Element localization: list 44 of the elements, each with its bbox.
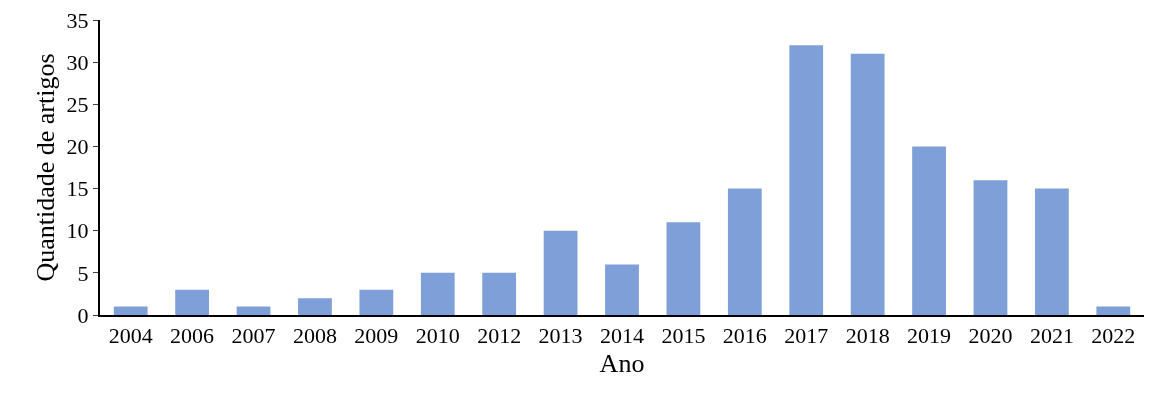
bar <box>359 289 394 315</box>
y-tick-label: 30 <box>66 49 89 75</box>
bar <box>175 289 210 315</box>
y-tick-label: 0 <box>77 302 89 328</box>
bar <box>1096 306 1131 315</box>
y-tick-label: 5 <box>77 260 89 286</box>
x-tick-label: 2019 <box>907 323 952 349</box>
bar <box>727 188 762 315</box>
x-tick-label: 2009 <box>354 323 399 349</box>
bar <box>236 306 271 315</box>
x-tick-label: 2016 <box>722 323 767 349</box>
y-tick-label: 15 <box>66 176 89 202</box>
bar <box>113 306 148 315</box>
x-tick-label: 2017 <box>784 323 829 349</box>
y-axis-title: Quantidade de artigos <box>31 53 61 282</box>
x-tick-label: 2020 <box>968 323 1013 349</box>
bar <box>789 45 824 315</box>
y-tick-label: 10 <box>66 218 89 244</box>
x-tick-label: 2018 <box>845 323 890 349</box>
bar <box>482 272 517 315</box>
x-tick-label: 2007 <box>231 323 276 349</box>
bar <box>1034 188 1069 315</box>
bar <box>543 230 578 315</box>
x-axis-title: Ano <box>599 348 645 378</box>
x-tick-label: 2014 <box>600 323 644 349</box>
bar <box>605 264 639 315</box>
x-tick-label: 2012 <box>477 323 522 349</box>
x-tick-label: 2022 <box>1091 323 1136 349</box>
bar <box>298 298 332 315</box>
x-tick-label: 2008 <box>292 323 337 349</box>
bar <box>420 272 455 315</box>
x-tick-label: 2004 <box>108 323 153 349</box>
bar <box>912 146 946 315</box>
x-tick-label: 2013 <box>538 323 583 349</box>
bar <box>666 222 701 315</box>
x-tick-label: 2021 <box>1029 323 1074 349</box>
x-tick-label: 2015 <box>661 323 706 349</box>
bar <box>850 53 885 315</box>
y-tick-label: 25 <box>66 91 89 117</box>
x-tick-label: 2006 <box>170 323 215 349</box>
y-tick-label: 35 <box>66 7 89 33</box>
y-tick-label: 20 <box>66 134 89 160</box>
x-tick-label: 2010 <box>415 323 460 349</box>
bar <box>973 180 1008 315</box>
